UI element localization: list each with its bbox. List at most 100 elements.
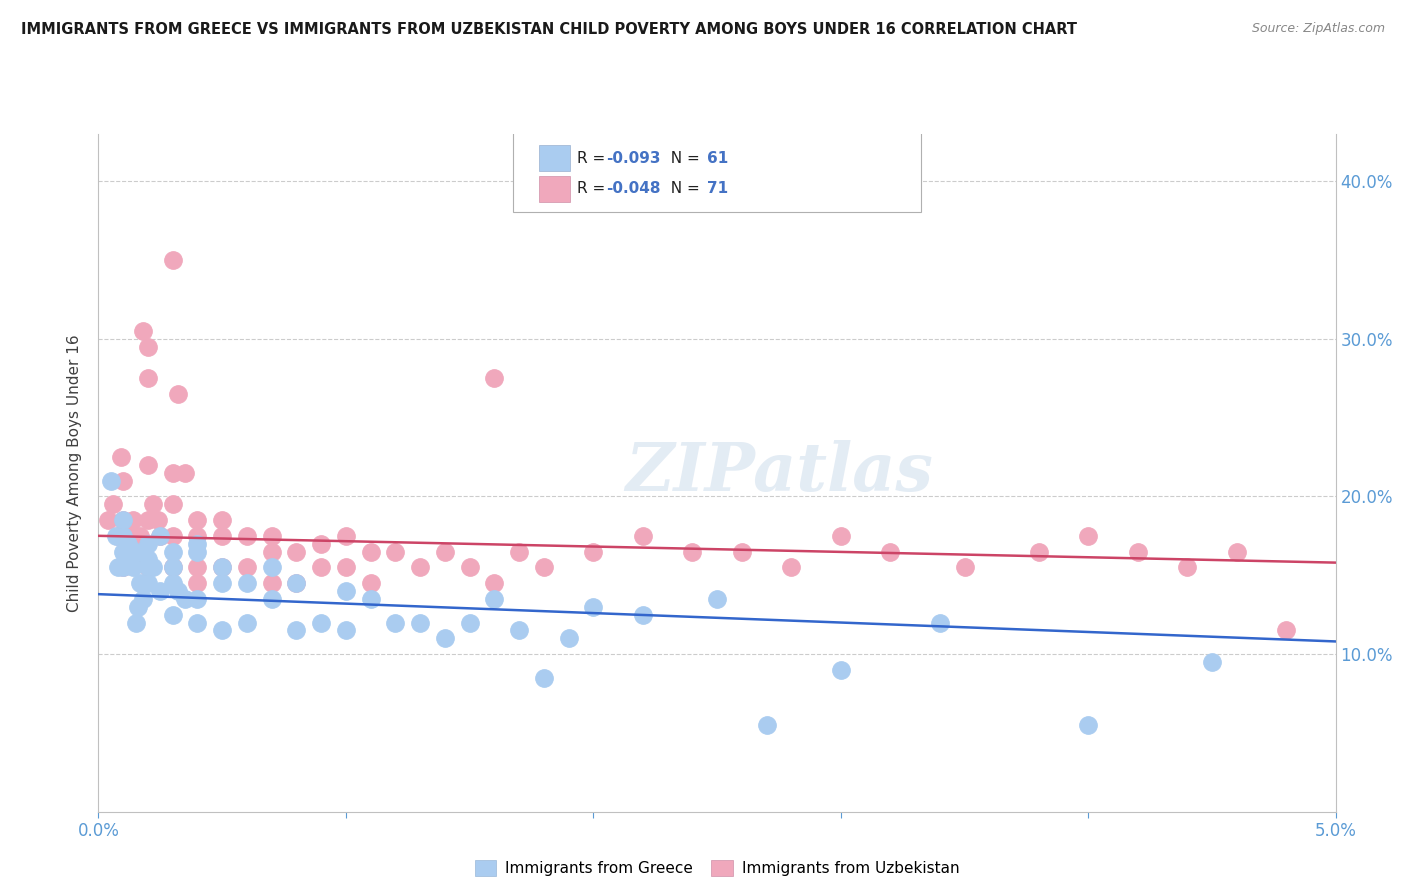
Text: ZIPatlas: ZIPatlas bbox=[626, 441, 932, 505]
Point bbox=[211, 624, 233, 638]
Point bbox=[129, 576, 152, 591]
Point bbox=[136, 458, 159, 472]
Point bbox=[582, 544, 605, 558]
Point bbox=[260, 529, 283, 543]
Point bbox=[186, 615, 208, 630]
Y-axis label: Child Poverty Among Boys Under 16: Child Poverty Among Boys Under 16 bbox=[67, 334, 83, 612]
Point bbox=[211, 560, 233, 574]
Point bbox=[120, 544, 142, 558]
Point bbox=[132, 591, 155, 606]
Point bbox=[830, 529, 852, 543]
Point bbox=[260, 544, 283, 558]
Point bbox=[132, 324, 155, 338]
Point bbox=[879, 544, 901, 558]
Point bbox=[186, 560, 208, 574]
Point bbox=[260, 576, 283, 591]
Point bbox=[309, 537, 332, 551]
Point bbox=[508, 544, 530, 558]
Point bbox=[112, 560, 135, 574]
Point bbox=[162, 576, 184, 591]
Text: R =: R = bbox=[578, 151, 610, 166]
Point bbox=[309, 615, 332, 630]
Text: -0.093: -0.093 bbox=[606, 151, 661, 166]
Point bbox=[681, 544, 703, 558]
Point bbox=[1077, 529, 1099, 543]
Point bbox=[162, 252, 184, 267]
Point bbox=[110, 450, 132, 464]
Point bbox=[409, 560, 432, 574]
Point bbox=[149, 584, 172, 599]
FancyBboxPatch shape bbox=[538, 176, 569, 202]
Point bbox=[631, 607, 654, 622]
Point bbox=[136, 513, 159, 527]
Point bbox=[335, 529, 357, 543]
Point bbox=[360, 591, 382, 606]
Point bbox=[360, 544, 382, 558]
Point bbox=[458, 615, 481, 630]
Point bbox=[484, 576, 506, 591]
Point bbox=[953, 560, 976, 574]
Point bbox=[260, 560, 283, 574]
Point bbox=[260, 591, 283, 606]
FancyBboxPatch shape bbox=[513, 130, 921, 211]
Point bbox=[484, 591, 506, 606]
Text: R =: R = bbox=[578, 181, 610, 196]
Point bbox=[142, 497, 165, 511]
Text: N =: N = bbox=[661, 151, 704, 166]
Point bbox=[124, 615, 146, 630]
Point bbox=[112, 529, 135, 543]
Point bbox=[107, 560, 129, 574]
Point bbox=[285, 544, 308, 558]
Point bbox=[236, 576, 259, 591]
Point bbox=[149, 529, 172, 543]
Point bbox=[166, 387, 188, 401]
Point bbox=[186, 576, 208, 591]
Point bbox=[112, 513, 135, 527]
Point bbox=[285, 624, 308, 638]
Point bbox=[928, 615, 950, 630]
Point bbox=[533, 671, 555, 685]
Point bbox=[780, 560, 803, 574]
Point bbox=[458, 560, 481, 574]
Point bbox=[236, 560, 259, 574]
Text: N =: N = bbox=[661, 181, 704, 196]
Point bbox=[162, 529, 184, 543]
Point bbox=[384, 544, 406, 558]
Legend: Immigrants from Greece, Immigrants from Uzbekistan: Immigrants from Greece, Immigrants from … bbox=[468, 854, 966, 882]
Point bbox=[285, 576, 308, 591]
Point bbox=[433, 632, 456, 646]
Point bbox=[1028, 544, 1050, 558]
Point bbox=[508, 624, 530, 638]
Point bbox=[335, 560, 357, 574]
Point bbox=[124, 529, 146, 543]
Point bbox=[103, 497, 125, 511]
Point bbox=[755, 718, 778, 732]
Point bbox=[120, 552, 142, 566]
Point bbox=[122, 560, 145, 574]
Point bbox=[211, 513, 233, 527]
Point bbox=[136, 552, 159, 566]
Point bbox=[335, 584, 357, 599]
Point bbox=[1126, 544, 1149, 558]
Point bbox=[136, 560, 159, 574]
Point bbox=[731, 544, 754, 558]
Point bbox=[117, 529, 139, 543]
Point bbox=[1275, 624, 1298, 638]
Point bbox=[162, 544, 184, 558]
Point bbox=[97, 513, 120, 527]
Point bbox=[174, 466, 197, 480]
Point bbox=[631, 529, 654, 543]
Point bbox=[112, 513, 135, 527]
Point bbox=[129, 529, 152, 543]
Point bbox=[384, 615, 406, 630]
Text: IMMIGRANTS FROM GREECE VS IMMIGRANTS FROM UZBEKISTAN CHILD POVERTY AMONG BOYS UN: IMMIGRANTS FROM GREECE VS IMMIGRANTS FRO… bbox=[21, 22, 1077, 37]
Point bbox=[433, 544, 456, 558]
Point bbox=[1175, 560, 1198, 574]
Text: 61: 61 bbox=[707, 151, 728, 166]
Point bbox=[162, 497, 184, 511]
Point bbox=[533, 560, 555, 574]
Point bbox=[236, 615, 259, 630]
Point bbox=[186, 591, 208, 606]
Point bbox=[186, 529, 208, 543]
Point bbox=[124, 544, 146, 558]
